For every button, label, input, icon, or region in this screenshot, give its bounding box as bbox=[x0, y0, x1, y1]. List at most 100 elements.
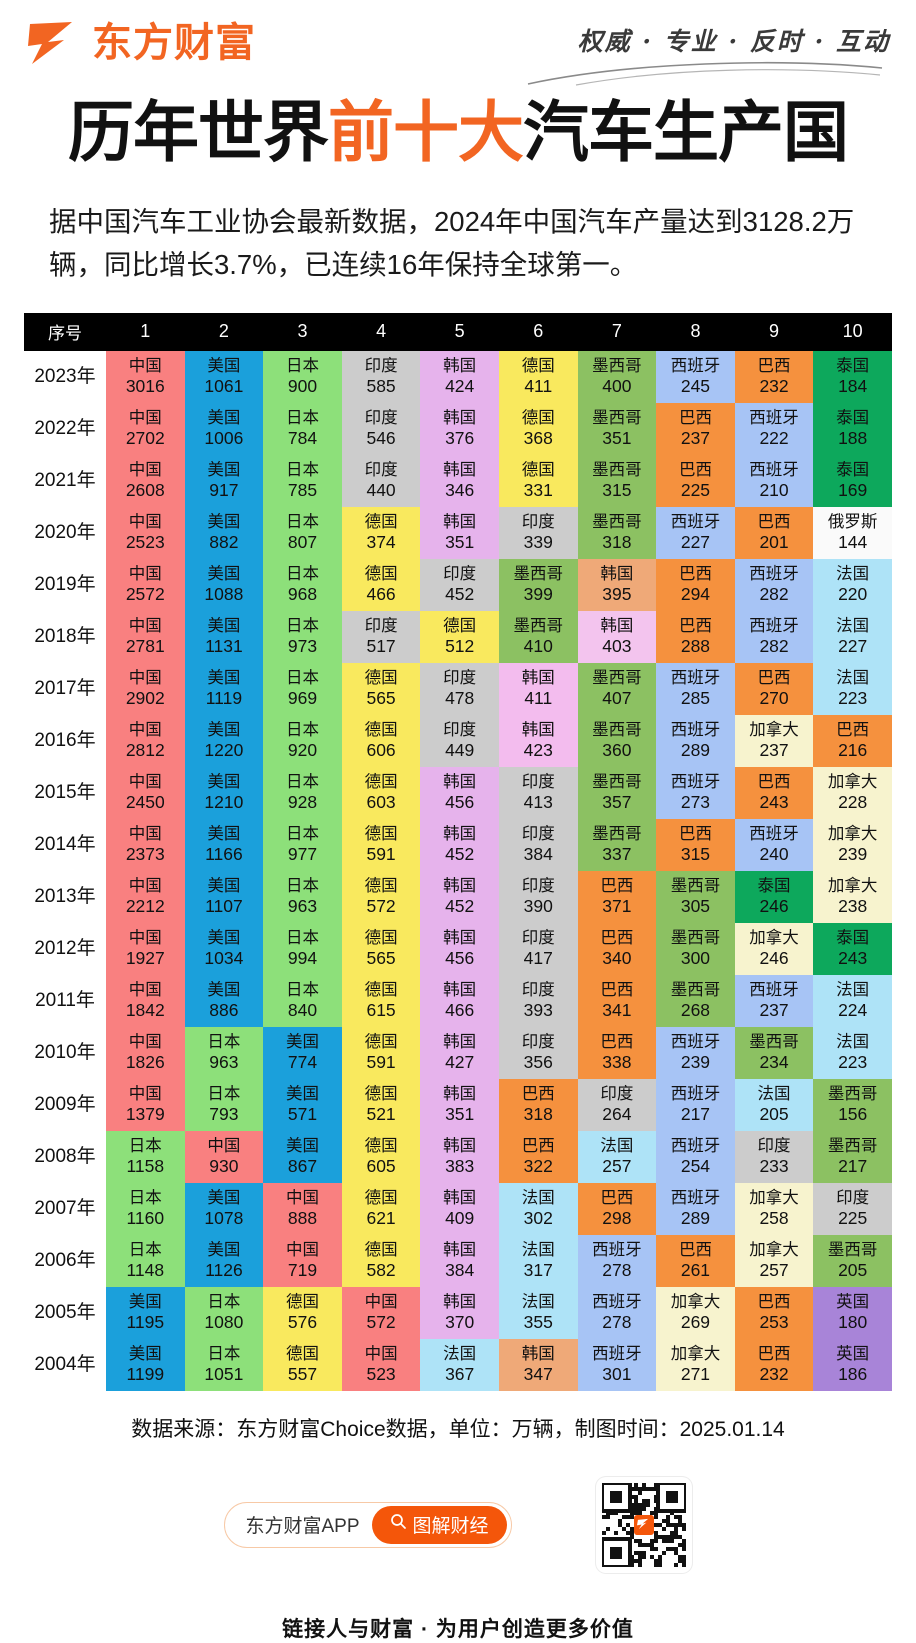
table-cell-country: 德国 621 bbox=[341, 1182, 421, 1235]
cell-value: 322 bbox=[523, 1155, 553, 1176]
table-cell-country: 韩国 452 bbox=[420, 870, 499, 923]
cell-value: 268 bbox=[680, 999, 711, 1020]
cell-value: 582 bbox=[366, 1259, 396, 1280]
table-cell-country: 美国 882 bbox=[184, 506, 264, 559]
table-cell-country: 巴西 371 bbox=[577, 870, 657, 923]
table-row: 2005年 美国 1195 日本 1080 德国 576 中国 572 韩国 370 法国 355 西班牙… bbox=[24, 1286, 892, 1339]
cell-value: 270 bbox=[759, 687, 789, 708]
cell-country-name: 西班牙 bbox=[749, 824, 799, 843]
cell-country-name: 英国 bbox=[836, 1292, 870, 1311]
qr-code-icon[interactable] bbox=[595, 1476, 692, 1573]
cell-value: 774 bbox=[287, 1051, 318, 1072]
ranking-table-wrap: 序号 1 2 3 4 5 6 7 8 9 10 2023年 中国 3016 美国 1061 日本 900 印度 5… bbox=[24, 312, 892, 1391]
cell-value: 2450 bbox=[125, 791, 165, 812]
table-cell-country: 日本 900 bbox=[263, 350, 342, 403]
cell-country-name: 中国 bbox=[364, 1292, 398, 1311]
cell-value: 201 bbox=[759, 531, 789, 552]
cell-country-name: 法国 bbox=[521, 1240, 555, 1259]
cell-value: 413 bbox=[523, 791, 553, 812]
cell-country-name: 巴西 bbox=[757, 668, 791, 687]
table-cell-country: 巴西 201 bbox=[734, 506, 814, 559]
cell-value: 243 bbox=[759, 791, 789, 812]
table-cell-country: 中国 930 bbox=[184, 1130, 264, 1183]
cell-value: 400 bbox=[602, 375, 632, 396]
table-cell-country: 墨西哥 315 bbox=[577, 454, 657, 507]
cell-country-name: 中国 bbox=[128, 460, 162, 479]
table-row: 2019年 中国 2572 美国 1088 日本 968 德国 466 印度 452 墨西哥 399 韩国… bbox=[24, 558, 892, 611]
cell-value: 289 bbox=[680, 1207, 711, 1228]
cell-country-name: 韩国 bbox=[443, 356, 477, 375]
cell-value: 2902 bbox=[125, 687, 165, 708]
table-cell-country: 美国 917 bbox=[184, 454, 264, 507]
table-cell-country: 德国 572 bbox=[341, 870, 421, 923]
cell-country-name: 美国 bbox=[128, 1292, 162, 1311]
cell-value: 1158 bbox=[126, 1155, 165, 1176]
table-cell-country: 巴西 261 bbox=[656, 1234, 735, 1287]
cell-country-name: 法国 bbox=[836, 616, 870, 635]
table-cell-country: 韩国 452 bbox=[420, 818, 499, 871]
cell-country-name: 德国 bbox=[364, 564, 398, 583]
table-cell-country: 墨西哥 268 bbox=[656, 974, 735, 1027]
cell-value: 239 bbox=[838, 843, 868, 864]
table-cell-country: 日本 977 bbox=[263, 818, 342, 871]
cell-country-name: 日本 bbox=[285, 668, 319, 687]
table-cell-country: 中国 1927 bbox=[106, 922, 185, 975]
table-cell-country: 美国 1034 bbox=[184, 922, 264, 975]
table-cell-country: 韩国 427 bbox=[420, 1026, 499, 1079]
table-cell-country: 墨西哥 156 bbox=[813, 1078, 892, 1131]
table-row: 2007年 日本 1160 美国 1078 中国 888 德国 621 韩国 409 法国 302 巴西 2… bbox=[24, 1182, 892, 1235]
cell-country-name: 西班牙 bbox=[670, 1188, 721, 1207]
cell-value: 205 bbox=[838, 1259, 868, 1280]
cell-country-name: 巴西 bbox=[757, 772, 791, 791]
cell-value: 243 bbox=[838, 947, 868, 968]
cell-value: 807 bbox=[287, 531, 318, 552]
table-cell-country: 德国 521 bbox=[341, 1078, 421, 1131]
cell-value: 1166 bbox=[205, 843, 243, 864]
table-cell-country: 巴西 315 bbox=[656, 818, 735, 871]
cell-country-name: 俄罗斯 bbox=[827, 512, 878, 531]
table-cell-country: 中国 2523 bbox=[106, 506, 185, 559]
cell-country-name: 法国 bbox=[836, 564, 870, 583]
cell-value: 371 bbox=[602, 895, 632, 916]
table-cell-country: 美国 1131 bbox=[184, 610, 264, 663]
cell-country-name: 印度 bbox=[521, 928, 555, 947]
cell-value: 383 bbox=[445, 1155, 475, 1176]
table-cell-country: 日本 1160 bbox=[106, 1182, 185, 1235]
cell-value: 557 bbox=[287, 1363, 318, 1384]
cell-value: 305 bbox=[680, 895, 711, 916]
table-cell-country: 中国 2781 bbox=[106, 610, 185, 663]
cell-value: 452 bbox=[445, 583, 475, 604]
cell-country-name: 美国 bbox=[207, 772, 241, 791]
cell-country-name: 墨西哥 bbox=[827, 1240, 878, 1259]
cell-country-name: 中国 bbox=[128, 668, 162, 687]
cell-value: 882 bbox=[209, 531, 239, 552]
slogan-text: 权威 · 专业 · 反时 · 互动 bbox=[577, 27, 890, 56]
cell-value: 169 bbox=[838, 479, 868, 500]
cell-value: 517 bbox=[366, 635, 396, 656]
table-cell-country: 韩国 424 bbox=[420, 350, 499, 403]
table-cell-country: 法国 257 bbox=[577, 1130, 657, 1183]
cell-country-name: 墨西哥 bbox=[827, 1084, 878, 1103]
table-cell-country: 法国 367 bbox=[420, 1338, 499, 1391]
cell-country-name: 美国 bbox=[207, 720, 241, 739]
app-pill-button[interactable]: 图解财经 bbox=[371, 1505, 507, 1544]
table-cell-country: 印度 393 bbox=[498, 974, 578, 1027]
table-cell-country: 德国 368 bbox=[498, 402, 578, 455]
cell-value: 232 bbox=[759, 1363, 789, 1384]
table-cell-country: 中国 2450 bbox=[106, 766, 185, 819]
cell-value: 963 bbox=[287, 895, 318, 916]
cell-country-name: 德国 bbox=[364, 1084, 398, 1103]
cell-value: 390 bbox=[523, 895, 553, 916]
cell-country-name: 墨西哥 bbox=[749, 1032, 799, 1051]
cell-country-name: 韩国 bbox=[443, 460, 477, 479]
cell-value: 888 bbox=[287, 1207, 318, 1228]
row-year-label: 2022年 bbox=[24, 402, 106, 455]
app-pill[interactable]: 东方财富APP 图解财经 bbox=[224, 1501, 512, 1548]
cell-value: 591 bbox=[366, 843, 396, 864]
cell-country-name: 韩国 bbox=[521, 1344, 555, 1363]
table-cell-country: 巴西 338 bbox=[577, 1026, 657, 1079]
table-row: 2006年 日本 1148 美国 1126 中国 719 德国 582 韩国 384 法国 317 西班牙… bbox=[24, 1234, 892, 1287]
brand-name: 东方财富 bbox=[92, 21, 256, 65]
cell-value: 1927 bbox=[125, 947, 165, 968]
cell-value: 585 bbox=[366, 375, 396, 396]
